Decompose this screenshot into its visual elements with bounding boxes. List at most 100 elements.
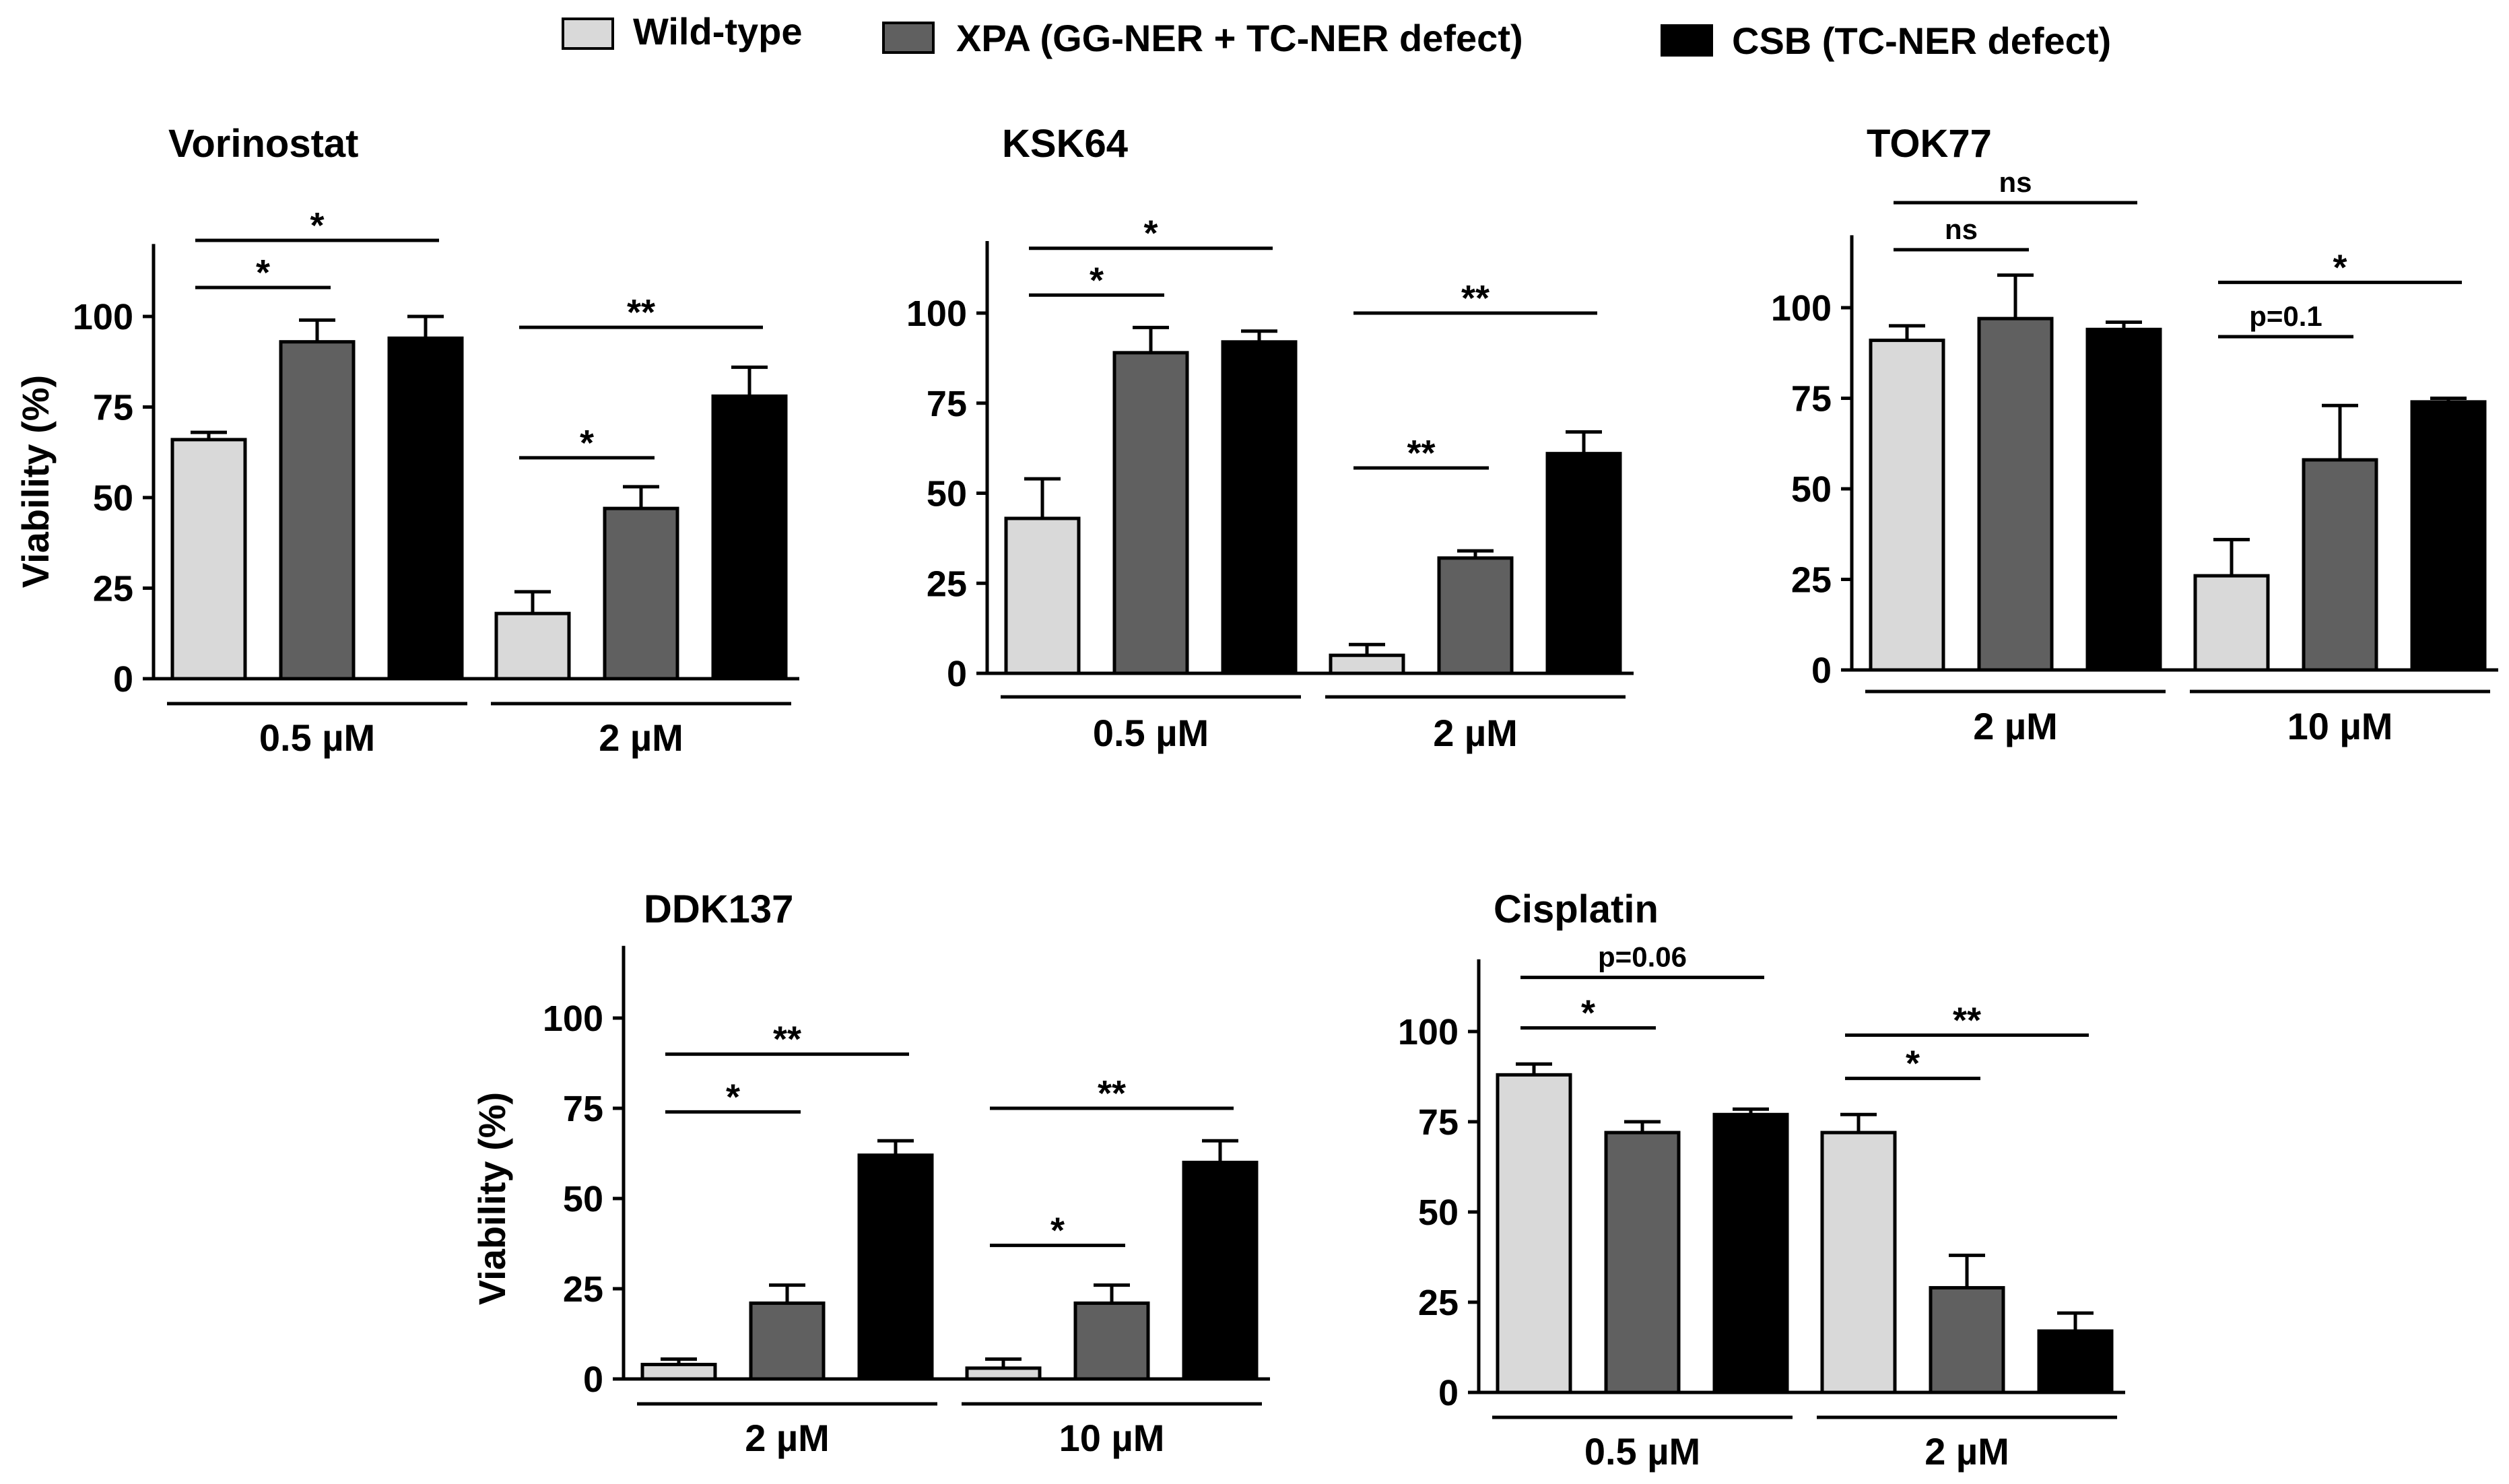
legend-label-xpa: XPA (GG-NER + TC-NER defect) xyxy=(956,17,1523,59)
significance-label: * xyxy=(256,252,270,293)
bar xyxy=(1221,340,1298,675)
bar xyxy=(1182,1160,1259,1381)
significance-label: * xyxy=(1581,993,1595,1034)
y-tick-label: 0 xyxy=(1811,650,1832,691)
y-tick-label: 50 xyxy=(1791,469,1832,510)
significance-label: ns xyxy=(1945,213,1978,245)
significance-label: * xyxy=(1143,213,1158,254)
group-label: 0.5 µM xyxy=(259,716,375,759)
legend: Wild-type XPA (GG-NER + TC-NER defect) C… xyxy=(562,10,2111,62)
y-tick-label: 100 xyxy=(1771,288,1832,329)
significance-label: * xyxy=(1906,1044,1920,1084)
significance-label: ns xyxy=(1999,166,2032,198)
bar xyxy=(1112,351,1189,675)
panel-title: Cisplatin xyxy=(1494,887,1659,931)
legend-swatch-wild-type xyxy=(562,18,614,50)
significance-label: p=0.06 xyxy=(1598,941,1687,973)
bar xyxy=(1496,1073,1572,1394)
significance-label: * xyxy=(1050,1211,1065,1251)
bar xyxy=(2410,400,2487,672)
y-tick-label: 0 xyxy=(113,659,133,700)
bar xyxy=(749,1301,826,1381)
panel-vorinostat: Vorinostat 0 25 50 75 100 Viability (%) 0.5 µM… xyxy=(14,122,799,759)
bar xyxy=(1545,452,1622,675)
bar xyxy=(1329,653,1405,675)
y-tick-label: 0 xyxy=(1438,1373,1459,1413)
y-tick-label: 75 xyxy=(1418,1102,1459,1143)
y-tick-label: 100 xyxy=(543,999,603,1039)
bar xyxy=(170,438,247,681)
y-tick-label: 50 xyxy=(1418,1192,1459,1233)
bar xyxy=(1820,1131,1897,1394)
significance-label: * xyxy=(310,205,324,246)
panel-title: KSK64 xyxy=(1002,122,1128,166)
significance-label: ** xyxy=(1461,278,1490,318)
significance-label: ** xyxy=(773,1019,801,1060)
bar xyxy=(1977,316,2054,672)
bar xyxy=(1437,556,1514,675)
bar xyxy=(640,1363,717,1381)
bar xyxy=(387,336,464,681)
y-axis-title: Viability (%) xyxy=(471,1092,513,1305)
y-tick-label: 25 xyxy=(1791,560,1832,601)
significance-label: * xyxy=(2333,247,2347,288)
bar xyxy=(1869,338,1945,672)
group-label: 10 µM xyxy=(1059,1417,1165,1459)
significance-label: p=0.1 xyxy=(2249,300,2322,332)
bar xyxy=(1712,1112,1789,1394)
panel-title: DDK137 xyxy=(644,887,793,931)
significance-label: ** xyxy=(1407,433,1435,473)
bar xyxy=(1604,1131,1681,1394)
bar xyxy=(603,506,679,681)
group-label: 2 µM xyxy=(599,716,683,759)
legend-swatch-xpa xyxy=(882,22,935,54)
legend-entry-csb: CSB (TC-NER defect) xyxy=(1661,20,2111,62)
group-label: 0.5 µM xyxy=(1093,712,1209,754)
bar xyxy=(494,611,571,681)
group-label: 2 µM xyxy=(1973,705,2058,747)
legend-swatch-csb xyxy=(1661,24,1713,57)
y-tick-label: 50 xyxy=(563,1179,603,1219)
panel-title: Vorinostat xyxy=(168,122,359,166)
panel-title: TOK77 xyxy=(1867,122,1992,166)
legend-entry-wild-type: Wild-type xyxy=(562,10,802,53)
significance-label: * xyxy=(1090,260,1104,300)
y-axis-title: Viability (%) xyxy=(14,375,57,588)
y-tick-label: 75 xyxy=(93,388,133,428)
y-tick-label: 100 xyxy=(906,294,967,334)
y-tick-label: 75 xyxy=(1791,379,1832,419)
y-tick-label: 25 xyxy=(563,1269,603,1310)
y-tick-label: 25 xyxy=(927,564,967,604)
y-tick-label: 25 xyxy=(93,569,133,609)
bar xyxy=(711,394,788,681)
bar xyxy=(2193,574,2270,672)
bar xyxy=(1929,1286,2005,1394)
group-label: 10 µM xyxy=(2287,705,2393,747)
y-tick-label: 100 xyxy=(1398,1012,1459,1052)
significance-label: ** xyxy=(1953,1000,1981,1040)
group-label: 2 µM xyxy=(1925,1430,2009,1473)
y-tick-label: 50 xyxy=(927,474,967,514)
significance-label: * xyxy=(726,1077,740,1117)
bar xyxy=(2302,458,2378,672)
bar xyxy=(2085,327,2162,672)
y-tick-label: 0 xyxy=(583,1359,603,1400)
significance-label: ** xyxy=(1098,1073,1126,1114)
legend-label-csb: CSB (TC-NER defect) xyxy=(1732,20,2111,62)
bar xyxy=(965,1366,1042,1381)
bar xyxy=(279,340,356,681)
bar xyxy=(1073,1301,1150,1381)
bar xyxy=(2037,1329,2114,1394)
legend-entry-xpa: XPA (GG-NER + TC-NER defect) xyxy=(882,17,1523,59)
y-tick-label: 25 xyxy=(1418,1283,1459,1323)
legend-label-wild-type: Wild-type xyxy=(633,10,802,53)
group-label: 2 µM xyxy=(745,1417,830,1459)
group-label: 2 µM xyxy=(1433,712,1518,754)
y-tick-label: 100 xyxy=(73,297,133,337)
y-tick-label: 0 xyxy=(947,654,967,694)
panel-ddk137: DDK137 0 25 50 75 100 Viability (%) 2 µM 10 µM *… xyxy=(471,887,1270,1459)
significance-label: ** xyxy=(627,292,655,333)
